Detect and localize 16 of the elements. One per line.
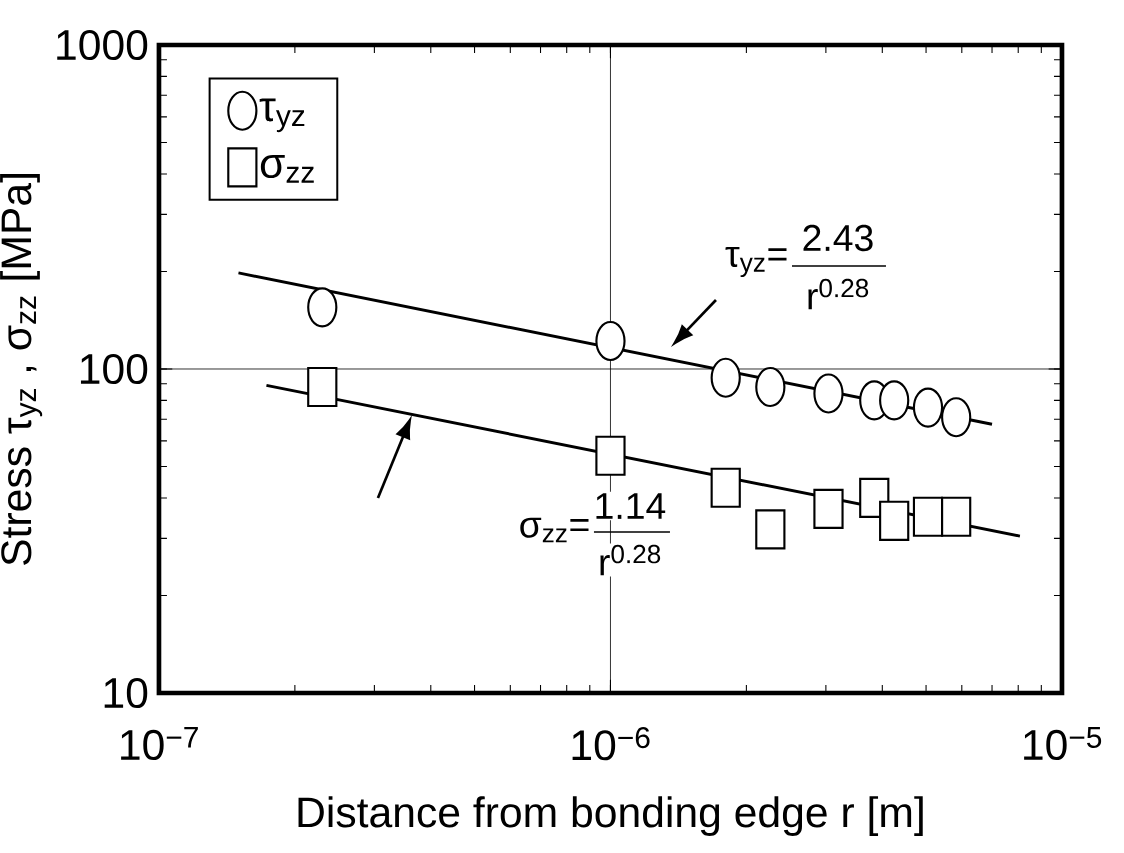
x-tick-label: 10$^{−5}$: [1024, 727, 1102, 761]
x-axis-title: Distance from bonding edge r [m]: [298, 796, 923, 836]
y-tick-label: 1000: [57, 29, 148, 61]
legend-label: τ$_{yz}$: [259, 98, 305, 133]
annotation: σ$_{zz}$=: [520, 517, 589, 543]
annotation: r$^{0.28}$: [808, 278, 869, 310]
y-tick-label: 100: [80, 353, 148, 385]
legend-label: σ$_{zz}$: [260, 155, 314, 183]
annotation: 1.14: [596, 493, 666, 519]
annotation: τ$_{yz}$=: [725, 246, 787, 278]
annotation: r$^{0.28}$: [600, 544, 661, 576]
x-tick-label: 10$^{−7}$: [121, 727, 198, 761]
x-tick-label: 10$^{−6}$: [572, 727, 650, 761]
annotation: 2.43: [803, 224, 873, 252]
y-axis-title: Stress τ$_{yz}$ , σ$_{zz}$ [MPa]: [0, 174, 43, 565]
y-tick-label: 10: [104, 677, 148, 709]
